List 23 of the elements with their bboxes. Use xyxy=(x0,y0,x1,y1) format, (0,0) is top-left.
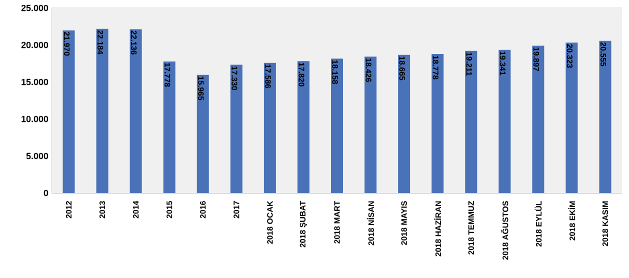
bar xyxy=(62,30,75,193)
bar xyxy=(130,29,142,193)
bar xyxy=(96,28,108,193)
bar xyxy=(264,62,276,193)
bar xyxy=(398,54,410,193)
y-tick-label: 20.000 xyxy=(21,42,48,48)
y-tick-label: 10.000 xyxy=(22,116,48,122)
y-tick-label: 25.000 xyxy=(21,4,48,12)
bar xyxy=(331,58,344,193)
y-tick-label: 15.000 xyxy=(22,78,48,86)
bar xyxy=(163,61,176,193)
bar xyxy=(465,50,478,193)
bar xyxy=(297,61,310,193)
bar xyxy=(432,54,444,193)
bar xyxy=(498,50,511,193)
y-tick-label: 5.000 xyxy=(26,152,48,160)
bar xyxy=(230,64,242,193)
y-tick-label: 0 xyxy=(44,190,48,196)
bar xyxy=(532,46,544,193)
bar xyxy=(599,40,612,193)
bar xyxy=(364,56,377,193)
bar xyxy=(566,42,578,193)
bar xyxy=(196,74,209,193)
